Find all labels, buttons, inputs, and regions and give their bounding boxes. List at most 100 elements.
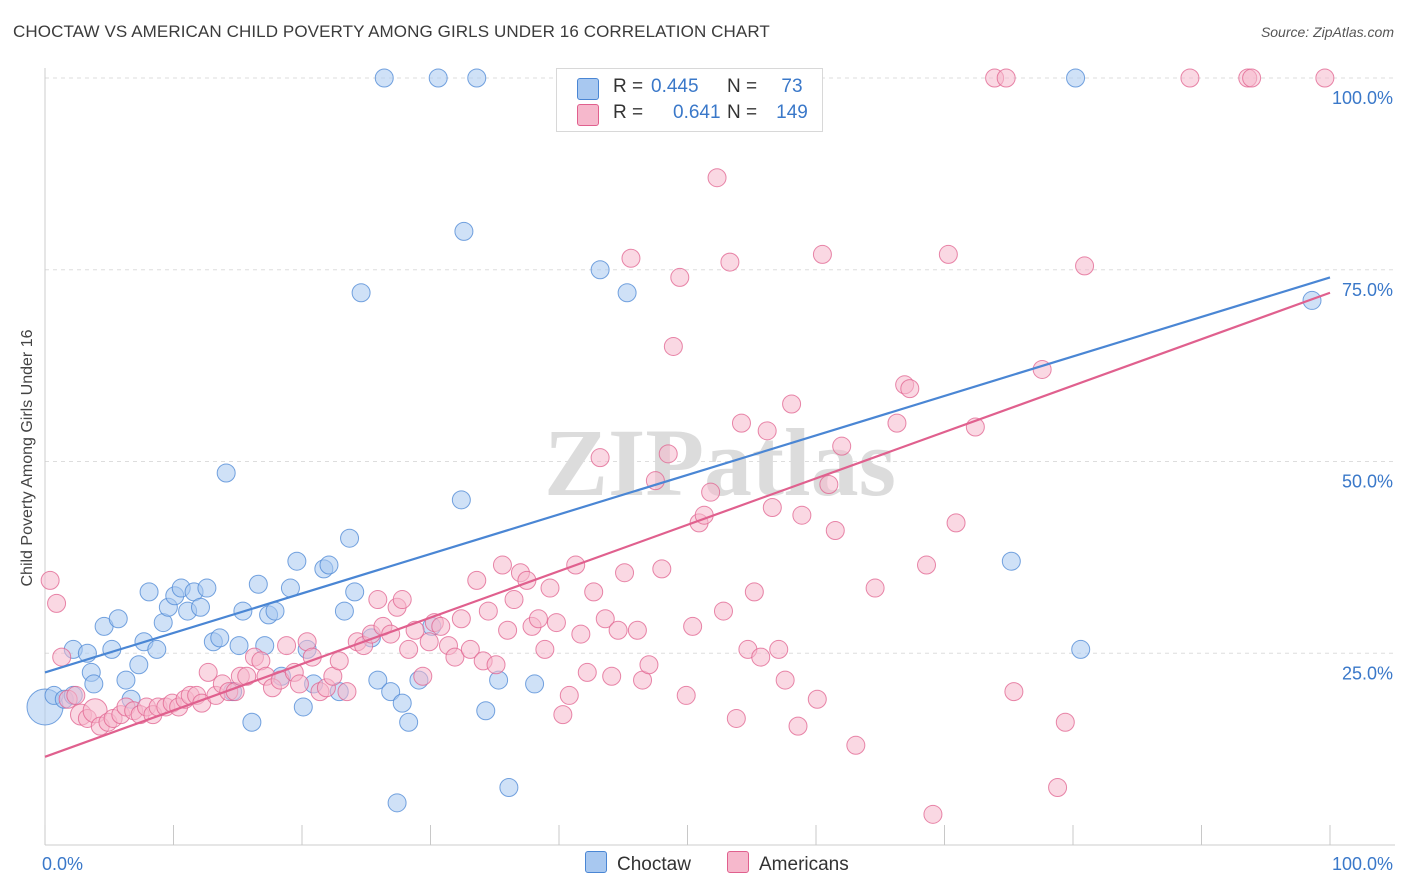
data-point (345, 582, 365, 602)
legend-swatch-americans (577, 104, 599, 126)
legend-swatch-choctaw (577, 78, 599, 100)
data-point (351, 283, 371, 303)
data-point (84, 674, 104, 694)
data-point (769, 639, 789, 659)
trend-line (44, 291, 1331, 758)
data-point (381, 682, 401, 702)
data-point (1315, 68, 1335, 88)
data-point (590, 448, 610, 468)
data-point (337, 682, 357, 702)
legend-n-value: 149 (776, 102, 808, 123)
data-point (546, 613, 566, 633)
legend-r-value: 0.641 (673, 102, 721, 123)
data-point (392, 590, 412, 610)
chart-title: CHOCTAW VS AMERICAN CHILD POVERTY AMONG … (13, 22, 770, 41)
trend-line (44, 276, 1331, 674)
data-point (652, 559, 672, 579)
data-point (887, 413, 907, 433)
data-point (559, 685, 579, 705)
y-tick-label: 75.0% (1342, 280, 1393, 300)
data-point (812, 244, 832, 264)
data-point (528, 609, 548, 629)
data-point (451, 490, 471, 510)
data-point (757, 421, 777, 441)
data-point (210, 628, 230, 648)
data-point (571, 624, 591, 644)
data-point (938, 244, 958, 264)
data-point (1180, 68, 1200, 88)
data-point (535, 639, 555, 659)
data-point (807, 689, 827, 709)
data-point (392, 693, 412, 713)
data-point (467, 68, 487, 88)
data-point (277, 636, 297, 656)
data-point (788, 716, 808, 736)
correlation-legend: R = 0.445 N = 73 R = 0.641 N = 149 (556, 68, 823, 132)
data-point (248, 574, 268, 594)
y-tick-label: 100.0% (1332, 88, 1393, 108)
data-point (731, 413, 751, 433)
data-point (197, 578, 217, 598)
data-point (846, 735, 866, 755)
data-point (498, 620, 518, 640)
data-point (744, 582, 764, 602)
data-point (476, 701, 496, 721)
data-point (602, 666, 622, 686)
data-point (923, 804, 943, 824)
trend-lines (44, 276, 1331, 758)
data-point (368, 670, 388, 690)
data-point (608, 620, 628, 640)
data-point (1071, 639, 1091, 659)
data-point (617, 283, 637, 303)
data-point (287, 551, 307, 571)
data-point (825, 521, 845, 541)
data-point (553, 705, 573, 725)
data-point (1302, 290, 1322, 310)
legend-r-label: R = (613, 102, 644, 123)
data-point (792, 505, 812, 525)
data-point (865, 578, 885, 598)
data-point (387, 793, 407, 813)
data-point (340, 528, 360, 548)
data-point (368, 590, 388, 610)
bottom-legend-swatch-americans (727, 851, 749, 873)
data-point (460, 639, 480, 659)
data-point (676, 685, 696, 705)
data-point (52, 647, 72, 667)
series-choctaw (26, 68, 1322, 813)
data-point (334, 601, 354, 621)
data-point (701, 482, 721, 502)
data-point (590, 260, 610, 280)
data-point (329, 651, 349, 671)
data-point (147, 639, 167, 659)
data-point (595, 609, 615, 629)
data-point (319, 555, 339, 575)
data-point (431, 616, 451, 636)
legend-n-value: 73 (781, 76, 803, 97)
data-point (615, 563, 635, 583)
x-tick-label: 100.0% (1332, 854, 1393, 874)
data-point (540, 578, 560, 598)
source-label: Source: ZipAtlas.com (1260, 24, 1394, 40)
data-point (1048, 777, 1068, 797)
data-point (216, 463, 236, 483)
data-point (40, 570, 60, 590)
legend-r-value: 0.445 (651, 76, 699, 97)
bottom-legend-label-americans: Americans (759, 854, 849, 875)
y-tick-label: 25.0% (1342, 663, 1393, 683)
bottom-legend-label-choctaw: Choctaw (617, 854, 691, 875)
data-point (775, 670, 795, 690)
data-point (190, 597, 210, 617)
data-point (478, 601, 498, 621)
data-point (577, 662, 597, 682)
data-point (627, 620, 647, 640)
data-point (762, 498, 782, 518)
data-point (237, 666, 257, 686)
data-point (116, 670, 136, 690)
data-point (492, 555, 512, 575)
data-point (819, 475, 839, 495)
data-point (229, 636, 249, 656)
legend-r-label: R = (613, 76, 644, 97)
data-point (289, 674, 309, 694)
